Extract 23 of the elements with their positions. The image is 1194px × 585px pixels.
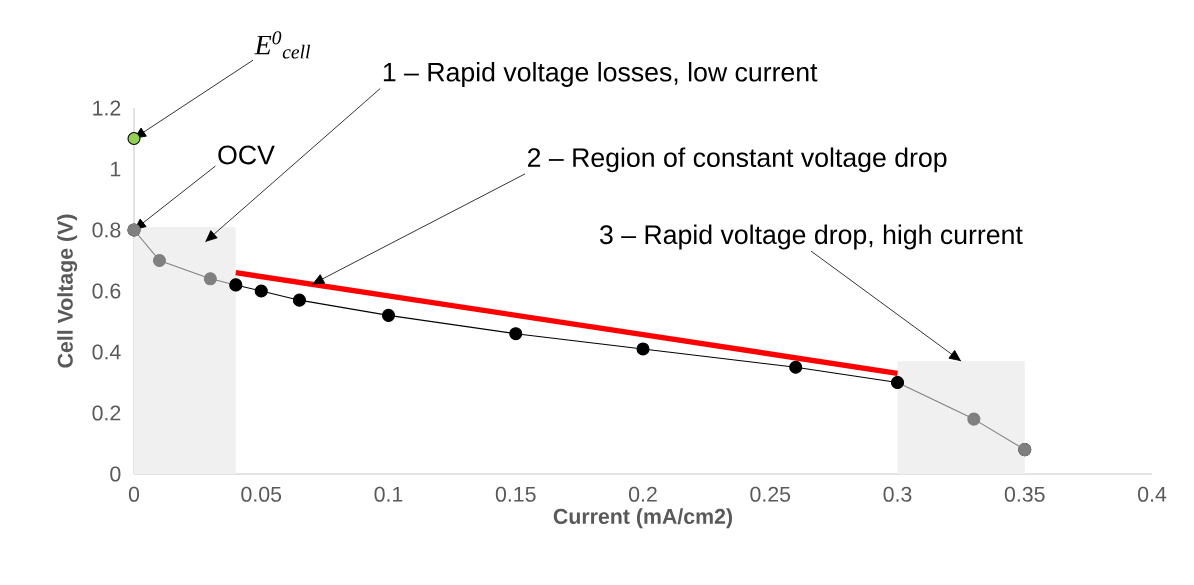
x-axis-title: Current (mA/cm2) xyxy=(553,508,732,529)
x-tick-label: 0.25 xyxy=(750,486,791,502)
x-tick-label: 0.2 xyxy=(629,486,657,502)
y-tick-label: 0.6 xyxy=(92,283,121,299)
annotation: OCV xyxy=(218,145,275,165)
y-tick-label: 1.2 xyxy=(93,100,121,116)
y-tick-label: 0 xyxy=(110,466,121,482)
y-tick-label: 0.8 xyxy=(92,222,121,238)
y-tick-label: 0.2 xyxy=(92,405,121,421)
text: 1 – Rapid voltage losses, low current xyxy=(383,62,818,87)
x-tick-label: 0.35 xyxy=(1004,486,1045,502)
x-tick-label: 0.3 xyxy=(883,486,912,502)
y-tick-label: 0.4 xyxy=(92,344,121,360)
x-tick-label: 0.1 xyxy=(374,486,403,502)
x-tick-label: 0 xyxy=(128,486,140,502)
x-tick-label: 0.4 xyxy=(1138,486,1167,502)
x-tick-label: 0.15 xyxy=(495,486,536,502)
y-tick-label: 1 xyxy=(111,161,121,177)
annotation: 2 – Region of constant voltage drop xyxy=(527,147,947,173)
annotation: E$^{0}$cell xyxy=(254,31,311,59)
y-axis-title: Cell Voltage (V) xyxy=(57,214,78,368)
annotation: 3 – Rapid voltage drop, high current xyxy=(600,224,1023,250)
x-tick-label: 0.05 xyxy=(241,486,282,502)
